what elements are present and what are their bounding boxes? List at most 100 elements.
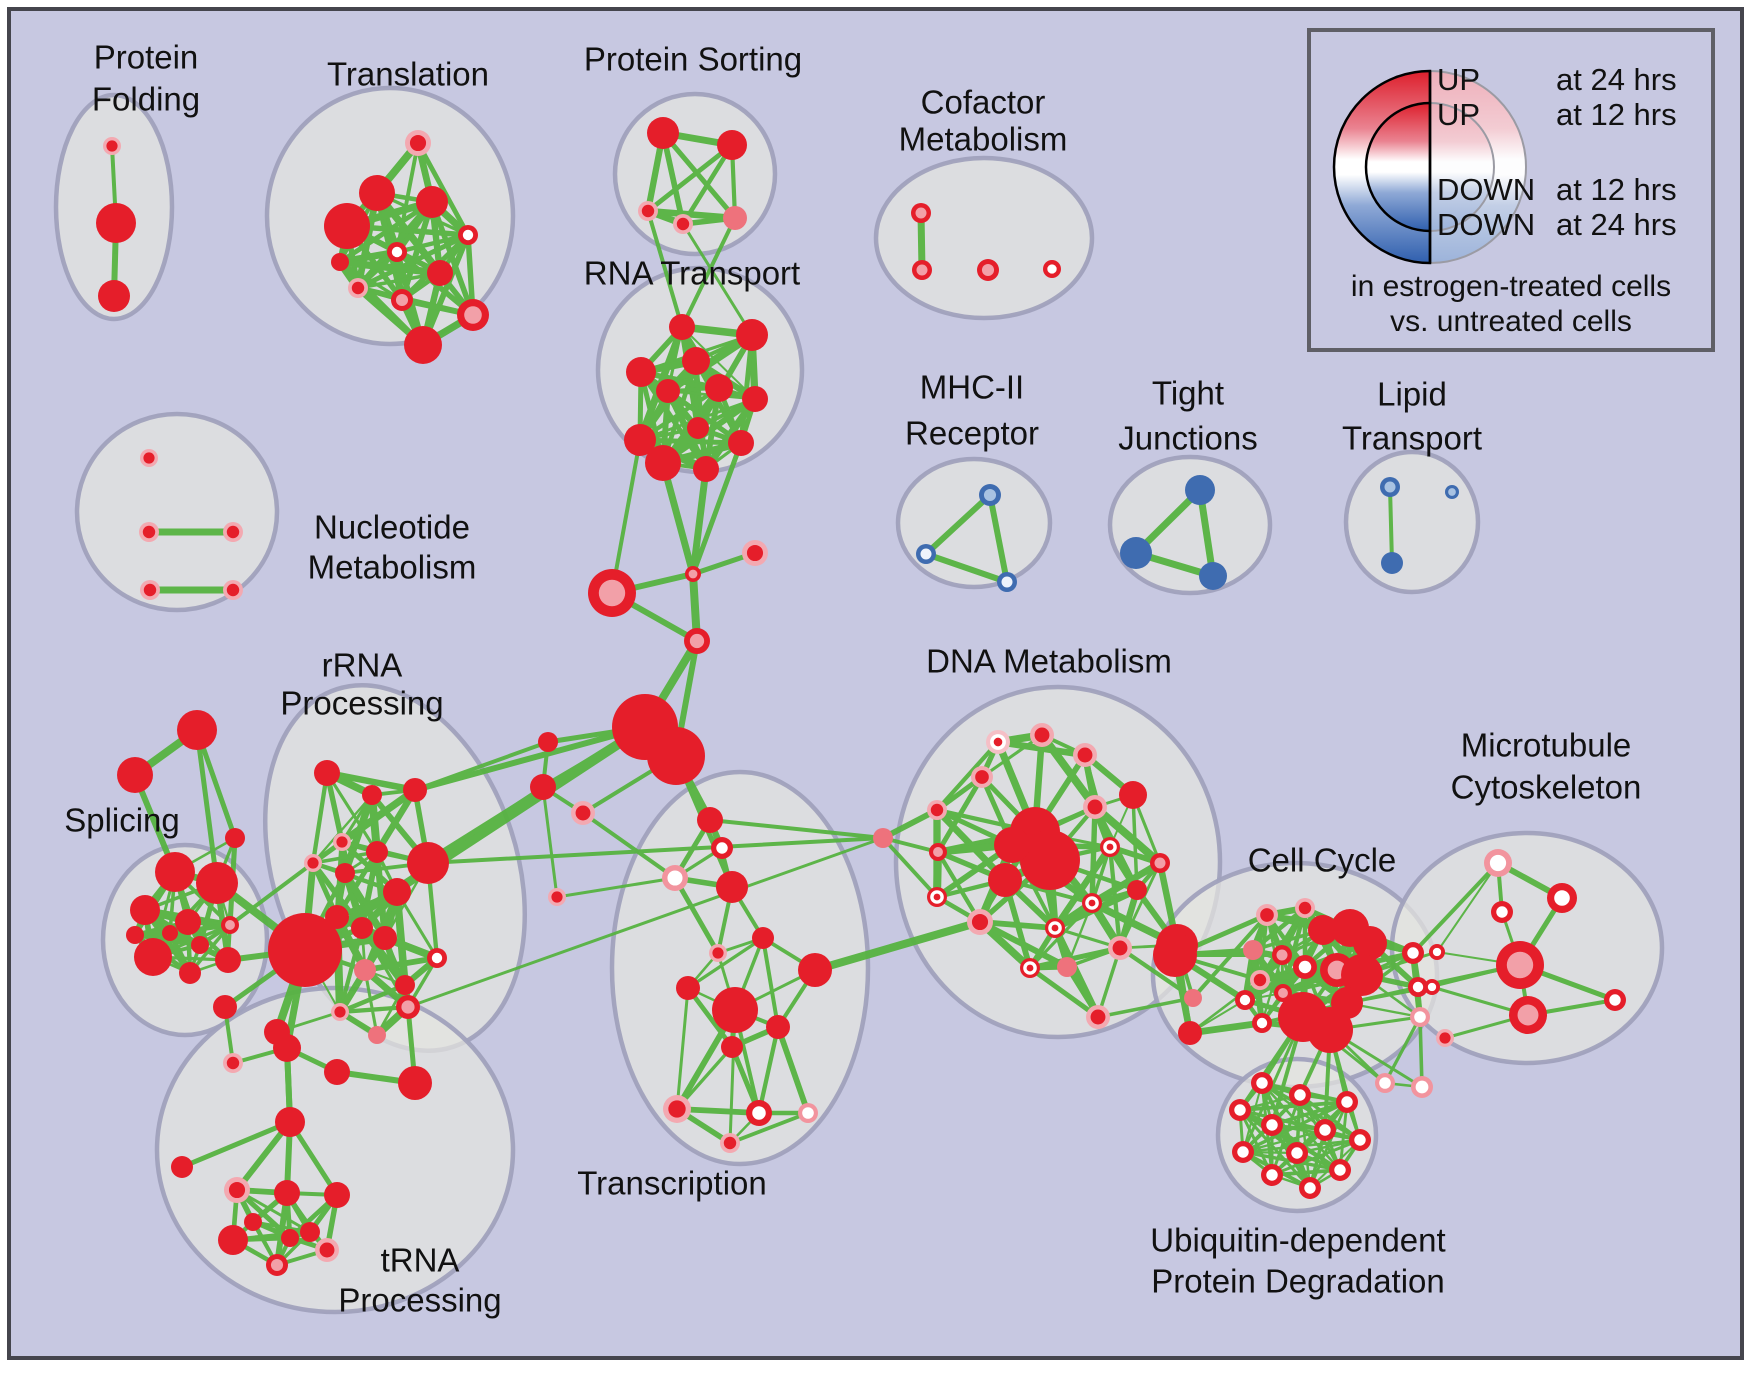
edge — [681, 326, 756, 400]
legend-direction-2: UP — [1437, 97, 1480, 132]
edge — [555, 876, 677, 899]
node-circle-rrna-12-core — [431, 952, 443, 964]
node-circle-lipid-0-core — [1384, 481, 1396, 493]
node-circle-dna-14 — [988, 863, 1022, 897]
node-transcription-0 — [697, 807, 723, 833]
node-circle-dna-16-core — [971, 913, 989, 931]
node-transcription-1 — [711, 837, 733, 859]
node-microtubule-4 — [1496, 941, 1544, 989]
node-circle-splicing-1 — [196, 862, 238, 904]
node-backbone-16 — [398, 1066, 432, 1100]
node-circle-microtubule-5-core — [1427, 982, 1437, 992]
node-circle-transcription-11-core — [668, 1100, 686, 1118]
edge — [637, 437, 744, 446]
edge — [337, 199, 435, 265]
node-circle-cofactor-0-core — [915, 207, 927, 219]
node-transcription-10 — [721, 1036, 743, 1058]
node-translation-7 — [348, 278, 368, 298]
edge — [415, 140, 471, 238]
node-protein_folding-0 — [103, 137, 121, 155]
node-ubiquitin-9 — [1261, 1164, 1283, 1186]
node-rrna-6 — [335, 863, 355, 883]
node-circle-ubiquitin-3-core — [1234, 1104, 1246, 1116]
node-circle-cellcycle-5-core — [1276, 949, 1288, 961]
cluster-label-trna-line1: tRNA — [381, 1242, 460, 1279]
edge — [660, 130, 738, 221]
node-circle-backbone-13-core — [226, 1056, 240, 1070]
node-circle-rrna-2 — [403, 778, 427, 802]
node-nucleotide-1 — [139, 522, 159, 542]
edge — [738, 332, 755, 446]
node-rna_transport-3 — [626, 357, 656, 387]
edge — [1238, 1100, 1349, 1112]
node-circle-rrna-15 — [395, 975, 415, 995]
node-rna_transport-8 — [687, 417, 709, 439]
node-circle-transcription-1-core — [716, 842, 728, 854]
node-backbone-6 — [538, 732, 558, 752]
node-dna-12 — [1100, 837, 1120, 857]
node-transcription-2 — [662, 865, 688, 891]
node-circle-nucleotide-4-core — [226, 583, 240, 597]
node-circle-backbone-5-core — [689, 633, 705, 649]
cluster-label-tight-line2: Junctions — [1118, 420, 1257, 457]
node-translation-3 — [324, 203, 370, 249]
edge — [728, 1111, 810, 1145]
node-circle-rrna-17 — [368, 1026, 386, 1044]
node-microtubule-6 — [1604, 989, 1626, 1011]
node-rna_transport-9 — [728, 430, 754, 456]
node-circle-rna_transport-10 — [645, 445, 681, 481]
node-dna-0 — [986, 730, 1010, 754]
node-circle-dna-17-core — [1051, 924, 1059, 932]
node-transcription-5 — [709, 944, 727, 962]
edge — [1418, 1015, 1424, 1089]
node-circle-rrna-16-core — [334, 1006, 346, 1018]
node-protein_sorting-3 — [673, 214, 693, 234]
node-cellcycle-0 — [1153, 933, 1197, 977]
node-circle-transcription-13-core — [802, 1107, 814, 1119]
edge — [323, 769, 419, 794]
legend-direction-4: DOWN — [1437, 207, 1535, 242]
node-dna-21 — [1057, 957, 1077, 977]
node-circle-protein_folding-1 — [96, 203, 136, 243]
node-dna-9 — [994, 827, 1030, 863]
node-circle-ubiquitin-10-core — [1334, 1164, 1346, 1176]
node-circle-backbone-15 — [324, 1059, 350, 1085]
node-rna_transport-5 — [656, 379, 680, 403]
node-circle-trna-8 — [281, 1229, 299, 1247]
node-splicing-4 — [221, 916, 239, 934]
node-circle-ubiquitin-4-core — [1266, 1119, 1278, 1131]
node-rna_transport-0 — [669, 314, 695, 340]
edge — [702, 395, 759, 473]
node-circle-nucleotide-2-core — [226, 525, 240, 539]
node-transcription-7 — [712, 987, 758, 1033]
node-circle-tight-0 — [1185, 475, 1215, 505]
edge — [1191, 913, 1269, 1000]
node-rna_transport-11 — [693, 456, 719, 482]
node-circle-dna-18-core — [1088, 899, 1096, 907]
node-rrna-10 — [351, 917, 373, 939]
node-cellcycle-22 — [1375, 1073, 1395, 1093]
node-circle-translation-1 — [359, 175, 395, 211]
node-circle-rna_transport-3 — [626, 357, 656, 387]
cluster-label-dna-line1: DNA Metabolism — [926, 643, 1172, 680]
node-splicing-8 — [191, 936, 209, 954]
node-circle-dna-6 — [1119, 781, 1147, 809]
edge — [976, 918, 1071, 971]
node-circle-transcription-8 — [798, 953, 832, 987]
edge — [179, 1119, 293, 1170]
node-tight-1 — [1120, 537, 1152, 569]
node-transcription-4 — [752, 927, 774, 949]
node-circle-rrna-5 — [366, 841, 388, 863]
edge — [675, 986, 690, 1111]
edge — [680, 216, 737, 329]
node-circle-dna-2-core — [1077, 747, 1093, 763]
edge — [689, 465, 710, 578]
cluster-ellipse-lipid — [1343, 449, 1481, 595]
node-circle-dna-19 — [1127, 880, 1147, 900]
node-rrna-17 — [368, 1026, 386, 1044]
node-backbone-14 — [273, 1034, 301, 1062]
node-circle-transcription-14-core — [723, 1136, 737, 1150]
node-circle-dna-12-core — [1106, 843, 1114, 851]
node-circle-transcription-9 — [766, 1015, 790, 1039]
